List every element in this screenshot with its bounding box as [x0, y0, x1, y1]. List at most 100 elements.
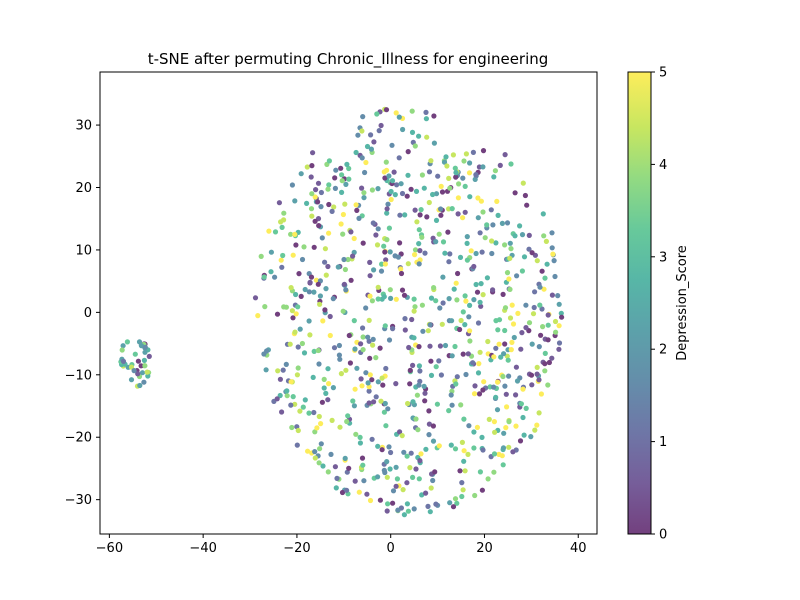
scatter-point [400, 126, 406, 133]
scatter-point [447, 185, 453, 191]
scatter-point [393, 296, 399, 302]
scatter-point [490, 222, 496, 228]
scatter-point [502, 242, 508, 248]
scatter-point [462, 322, 468, 328]
scatter-point [353, 431, 359, 437]
scatter-point [412, 252, 418, 258]
scatter-point [421, 185, 427, 191]
scatter-point [119, 347, 125, 353]
scatter-point [261, 274, 267, 280]
x-tick-label: 40 [570, 541, 587, 556]
scatter-point [328, 451, 334, 457]
scatter-point [332, 185, 338, 191]
scatter-point [398, 266, 404, 272]
scatter-point [529, 250, 535, 256]
scatter-point [307, 332, 313, 338]
scatter-point [382, 175, 388, 181]
scatter-point [360, 325, 366, 331]
scatter-point [384, 237, 390, 243]
colorbar-tick-label: 4 [659, 158, 667, 173]
scatter-point [327, 332, 333, 339]
scatter-point [401, 292, 408, 298]
scatter-point [366, 317, 372, 323]
scatter-point [332, 464, 338, 470]
scatter-point [416, 382, 422, 388]
scatter-point [392, 253, 398, 259]
scatter-point [507, 315, 514, 321]
scatter-point [288, 402, 294, 408]
scatter-point [287, 341, 293, 347]
scatter-point [336, 352, 342, 358]
scatter-point [363, 370, 369, 376]
scatter-point [326, 182, 332, 188]
scatter-point [541, 286, 547, 292]
scatter-point [512, 190, 518, 196]
scatter-point [503, 425, 509, 431]
x-tick-label: −40 [189, 541, 216, 556]
scatter-point [485, 338, 491, 345]
scatter-point [313, 187, 319, 193]
scatter-point [335, 264, 341, 270]
scatter-point [375, 443, 381, 449]
scatter-point [471, 263, 477, 270]
scatter-point [357, 434, 363, 440]
colorbar-tick-label: 5 [659, 66, 667, 81]
scatter-point [344, 469, 350, 475]
scatter-point [474, 424, 480, 430]
scatter-point [317, 301, 323, 307]
scatter-point [428, 485, 434, 491]
scatter-point [320, 318, 326, 324]
scatter-point [366, 400, 372, 406]
scatter-point [325, 186, 331, 192]
scatter-point [308, 274, 315, 280]
scatter-point [311, 244, 317, 250]
scatter-point [379, 447, 385, 453]
scatter-point [449, 353, 455, 359]
scatter-point [298, 171, 304, 177]
scatter-point [384, 474, 390, 480]
scatter-point [384, 508, 390, 514]
scatter-point [536, 377, 542, 383]
scatter-point [395, 507, 401, 513]
scatter-point [385, 201, 391, 207]
scatter-point [518, 346, 524, 352]
scatter-point [348, 277, 354, 283]
scatter-point [460, 175, 466, 181]
scatter-point [537, 302, 543, 308]
scatter-point [345, 256, 351, 263]
scatter-point [394, 182, 400, 188]
scatter-point [471, 429, 477, 435]
scatter-point [375, 186, 381, 192]
scatter-point [433, 364, 439, 370]
scatter-point [541, 233, 547, 239]
scatter-point [417, 458, 423, 464]
scatter-point [426, 199, 432, 206]
scatter-point [379, 375, 385, 381]
scatter-point [369, 298, 375, 304]
scatter-point [311, 348, 317, 354]
scatter-point [409, 316, 415, 323]
scatter-point [426, 169, 433, 175]
scatter-point [489, 238, 495, 244]
scatter-point [371, 139, 377, 145]
scatter-point [279, 409, 285, 415]
scatter-point [534, 258, 540, 264]
scatter-point [480, 387, 486, 393]
scatter-point [426, 408, 432, 414]
scatter-point [453, 174, 459, 180]
scatter-point [359, 383, 365, 389]
scatter-point [545, 312, 551, 318]
scatter-point [378, 268, 385, 274]
colorbar-tick-label: 0 [659, 528, 667, 543]
scatter-point [339, 178, 345, 184]
scatter-point [144, 369, 150, 375]
scatter-point [348, 229, 354, 235]
scatter-point [423, 446, 429, 452]
scatter-point [383, 257, 389, 263]
scatter-point [528, 372, 535, 378]
scatter-point [292, 198, 298, 204]
scatter-point [361, 190, 367, 196]
scatter-point [388, 196, 394, 203]
scatter-point [511, 334, 517, 341]
scatter-point [504, 404, 510, 410]
